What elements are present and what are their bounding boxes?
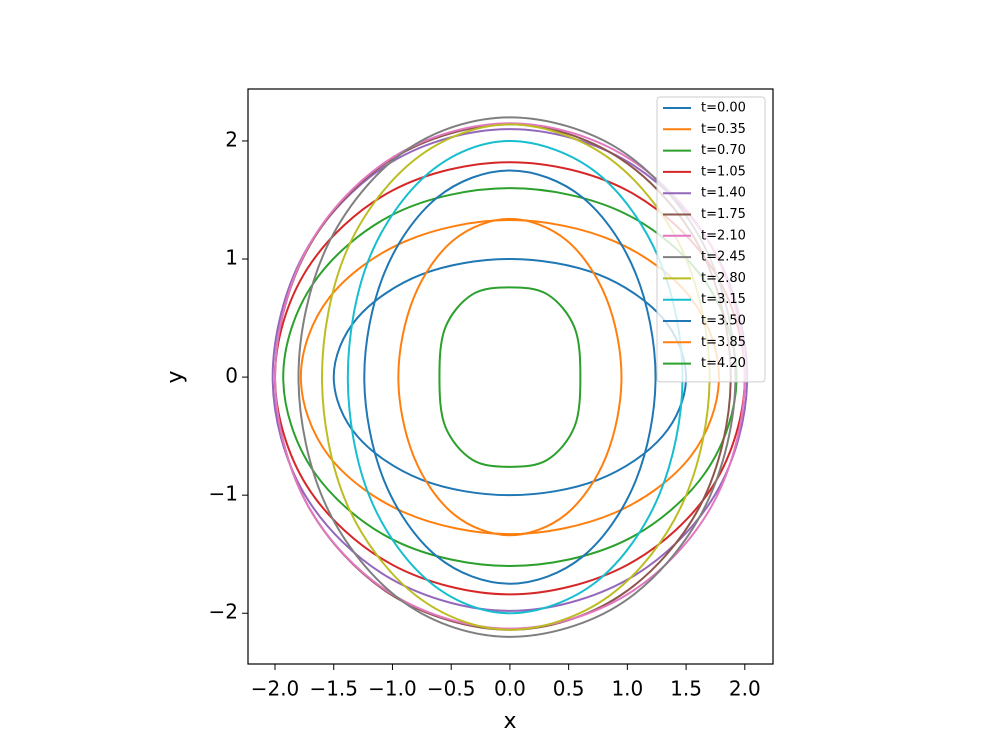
x-tick-label: 2.0	[729, 677, 761, 701]
curve	[397, 217, 623, 537]
y-tick-label: 0	[225, 364, 238, 388]
legend-label: t=0.00	[701, 101, 746, 116]
x-tick-label: 0.0	[494, 677, 526, 701]
x-tick-label: −0.5	[427, 677, 476, 701]
y-tick-label: −1	[209, 482, 238, 506]
legend-label: t=0.35	[701, 122, 746, 137]
legend-label: t=3.85	[701, 335, 746, 350]
x-tick-label: 1.5	[670, 677, 702, 701]
curve	[438, 286, 582, 468]
curve	[299, 219, 720, 536]
y-axis-label: y	[163, 370, 188, 383]
curve	[346, 139, 684, 615]
curve	[282, 187, 738, 568]
legend-label: t=1.05	[701, 164, 746, 179]
legend-label: t=0.70	[701, 143, 746, 158]
curve	[274, 122, 746, 630]
legend-label: t=2.45	[701, 250, 746, 265]
curve	[363, 169, 657, 585]
x-tick-label: −1.5	[309, 677, 358, 701]
legend-label: t=1.40	[701, 186, 746, 201]
x-tick-label: 1.0	[611, 677, 643, 701]
legend-label: t=1.75	[701, 207, 746, 222]
legend-label: t=3.15	[701, 292, 746, 307]
x-tick-label: −1.0	[368, 677, 417, 701]
legend-box	[656, 96, 766, 383]
axes-frame	[247, 88, 774, 665]
curve	[320, 123, 711, 631]
legend-label: t=3.50	[701, 314, 746, 329]
y-tick-label: 2	[225, 127, 238, 151]
legend-label: t=2.80	[701, 271, 746, 286]
curve	[297, 116, 737, 638]
plot-area	[271, 116, 749, 638]
x-tick-label: 0.5	[553, 677, 585, 701]
x-axis-label: x	[503, 709, 516, 734]
curve	[332, 258, 688, 497]
y-tick-label: −2	[209, 600, 238, 624]
legend-label: t=4.20	[701, 356, 746, 371]
y-tick-label: 1	[225, 246, 238, 270]
x-tick-label: −2.0	[251, 677, 300, 701]
legend-label: t=2.10	[701, 228, 746, 243]
